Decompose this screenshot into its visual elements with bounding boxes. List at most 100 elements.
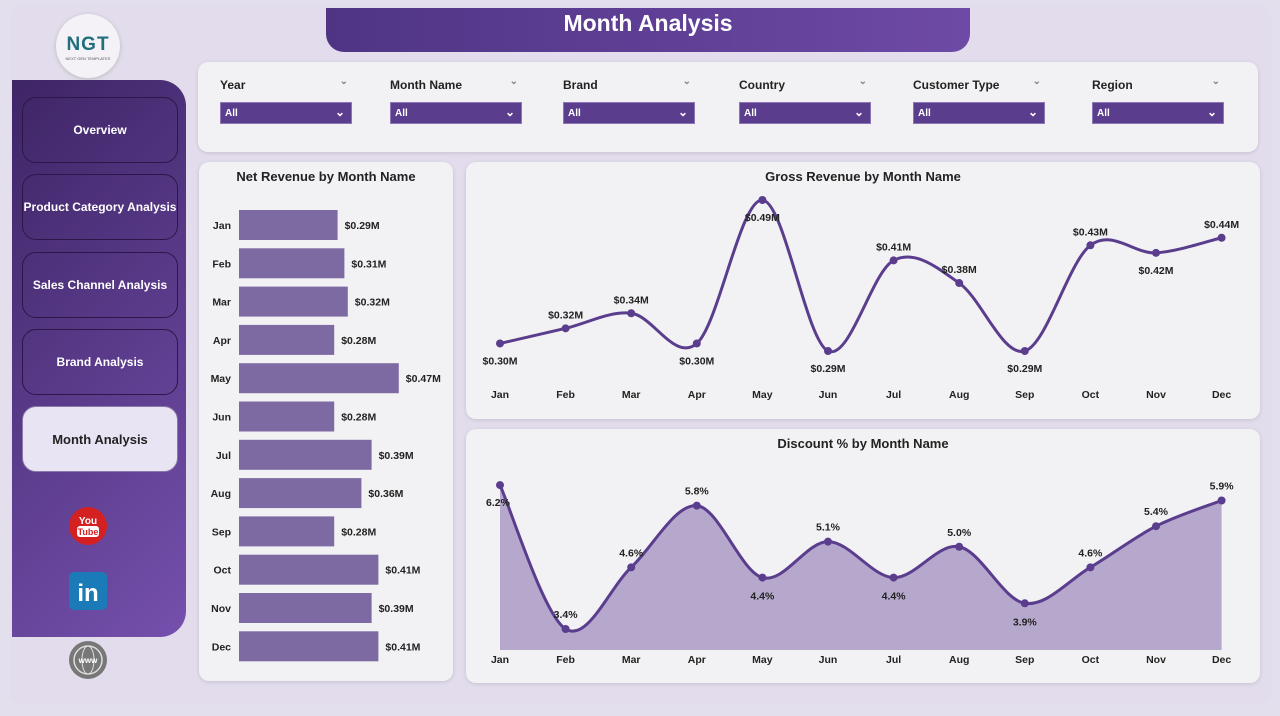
data-point[interactable] <box>627 563 636 572</box>
x-tick-label: Jan <box>491 654 509 666</box>
filter-region[interactable]: Region ⌄ All ⌄ <box>1092 76 1224 124</box>
bar[interactable] <box>239 401 335 432</box>
filter-dropdown[interactable]: All ⌄ <box>390 102 522 124</box>
gross-revenue-card: Gross Revenue by Month Name $0.30M Jan $0.… <box>466 162 1260 419</box>
chevron-down-icon[interactable]: ⌄ <box>1032 76 1041 87</box>
filter-dropdown[interactable]: All ⌄ <box>913 102 1045 124</box>
data-point[interactable] <box>692 501 701 510</box>
gross-revenue-chart: $0.30M Jan $0.32M Feb $0.34M Mar $0.30M Apr $0.4… <box>482 196 1239 401</box>
data-label: $0.34M <box>614 294 649 306</box>
data-point[interactable] <box>561 625 570 633</box>
logo-subtitle: NEXT GEN TEMPLATES <box>65 56 111 61</box>
bar[interactable] <box>239 631 379 662</box>
data-label: 4.4% <box>750 591 775 603</box>
filter-customer-type[interactable]: Customer Type ⌄ All ⌄ <box>913 76 1045 124</box>
data-point[interactable] <box>889 573 898 582</box>
filter-dropdown[interactable]: All ⌄ <box>739 102 871 124</box>
chevron-down-icon[interactable]: ⌄ <box>858 76 867 87</box>
data-label: $0.28M <box>341 526 376 538</box>
data-label: 6.2% <box>486 497 511 509</box>
x-tick-label: Aug <box>949 389 969 401</box>
data-label: $0.49M <box>745 212 780 224</box>
chevron-down-icon: ⌄ <box>1206 105 1217 119</box>
data-label: $0.30M <box>482 355 517 367</box>
data-point[interactable] <box>627 309 636 318</box>
data-point[interactable] <box>955 542 964 551</box>
chevron-down-icon: ⌄ <box>853 105 864 119</box>
x-tick-label: Dec <box>1212 389 1231 401</box>
data-point[interactable] <box>824 537 832 546</box>
filter-country[interactable]: Country ⌄ All ⌄ <box>739 76 871 124</box>
nav-overview[interactable]: Overview <box>22 97 178 163</box>
bar[interactable] <box>239 554 379 585</box>
series-line <box>499 198 1222 354</box>
data-point[interactable] <box>1217 496 1226 505</box>
data-point[interactable] <box>561 324 570 333</box>
filter-label: Year ⌄ <box>220 76 352 96</box>
bar[interactable] <box>239 439 372 470</box>
category-label: Jan <box>213 220 231 232</box>
x-tick-label: Mar <box>622 389 641 401</box>
data-point[interactable] <box>824 347 832 355</box>
data-label: $0.29M <box>810 363 845 375</box>
filter-brand[interactable]: Brand ⌄ All ⌄ <box>563 76 695 124</box>
chevron-down-icon[interactable]: ⌄ <box>682 76 691 87</box>
linkedin-icon[interactable]: in <box>68 571 108 611</box>
data-point[interactable] <box>1020 347 1029 355</box>
data-point[interactable] <box>758 196 767 204</box>
youtube-icon[interactable]: You Tube <box>68 506 108 546</box>
data-point[interactable] <box>692 339 701 348</box>
sidebar: Overview Product Category Analysis Sales… <box>12 80 186 637</box>
bar[interactable] <box>239 363 399 394</box>
data-label: $0.28M <box>341 335 376 347</box>
data-point[interactable] <box>496 339 504 348</box>
category-label: Apr <box>213 335 231 347</box>
data-point[interactable] <box>1152 248 1160 257</box>
nav-month-analysis[interactable]: Month Analysis <box>22 406 178 472</box>
filter-month-name[interactable]: Month Name ⌄ All ⌄ <box>390 76 522 124</box>
data-label: 5.9% <box>1210 481 1235 493</box>
filter-dropdown[interactable]: All ⌄ <box>220 102 352 124</box>
data-point[interactable] <box>1152 522 1160 531</box>
x-tick-label: Apr <box>688 389 706 401</box>
category-label: Jun <box>212 412 231 424</box>
category-label: Feb <box>212 258 231 270</box>
filter-year[interactable]: Year ⌄ All ⌄ <box>220 76 352 124</box>
data-label: $0.39M <box>379 450 414 462</box>
x-tick-label: Jul <box>886 389 901 401</box>
data-point[interactable] <box>1020 599 1029 608</box>
data-point[interactable] <box>1217 233 1226 242</box>
data-point[interactable] <box>496 481 504 490</box>
nav-sales-channel-analysis[interactable]: Sales Channel Analysis <box>22 252 178 318</box>
bar[interactable] <box>239 516 335 547</box>
data-label: $0.39M <box>379 603 414 615</box>
chevron-down-icon: ⌄ <box>504 105 515 119</box>
filter-label: Country ⌄ <box>739 76 871 96</box>
data-label: $0.41M <box>385 641 420 653</box>
data-point[interactable] <box>1086 563 1095 572</box>
data-label: 5.8% <box>685 486 710 498</box>
bar[interactable] <box>239 593 372 623</box>
website-icon[interactable]: www <box>68 640 108 680</box>
bar[interactable] <box>239 248 345 279</box>
data-point[interactable] <box>1086 241 1095 250</box>
bar[interactable] <box>239 324 335 355</box>
filter-label-text: Month Name <box>390 78 462 92</box>
data-point[interactable] <box>955 279 964 288</box>
chevron-down-icon[interactable]: ⌄ <box>509 76 518 87</box>
x-tick-label: Oct <box>1082 654 1100 666</box>
nav-product-category-analysis[interactable]: Product Category Analysis <box>22 174 178 240</box>
bar[interactable] <box>239 286 348 317</box>
bar[interactable] <box>239 210 338 240</box>
chevron-down-icon[interactable]: ⌄ <box>339 76 348 87</box>
net-revenue-title: Net Revenue by Month Name <box>236 169 416 184</box>
chevron-down-icon[interactable]: ⌄ <box>1211 76 1220 87</box>
x-tick-label: Mar <box>622 654 641 666</box>
filter-dropdown[interactable]: All ⌄ <box>1092 102 1224 124</box>
filter-dropdown[interactable]: All ⌄ <box>563 102 695 124</box>
chevron-down-icon: ⌄ <box>334 105 345 119</box>
data-point[interactable] <box>758 573 767 582</box>
data-point[interactable] <box>889 256 898 265</box>
bar[interactable] <box>239 478 362 509</box>
nav-brand-analysis[interactable]: Brand Analysis <box>22 329 178 395</box>
